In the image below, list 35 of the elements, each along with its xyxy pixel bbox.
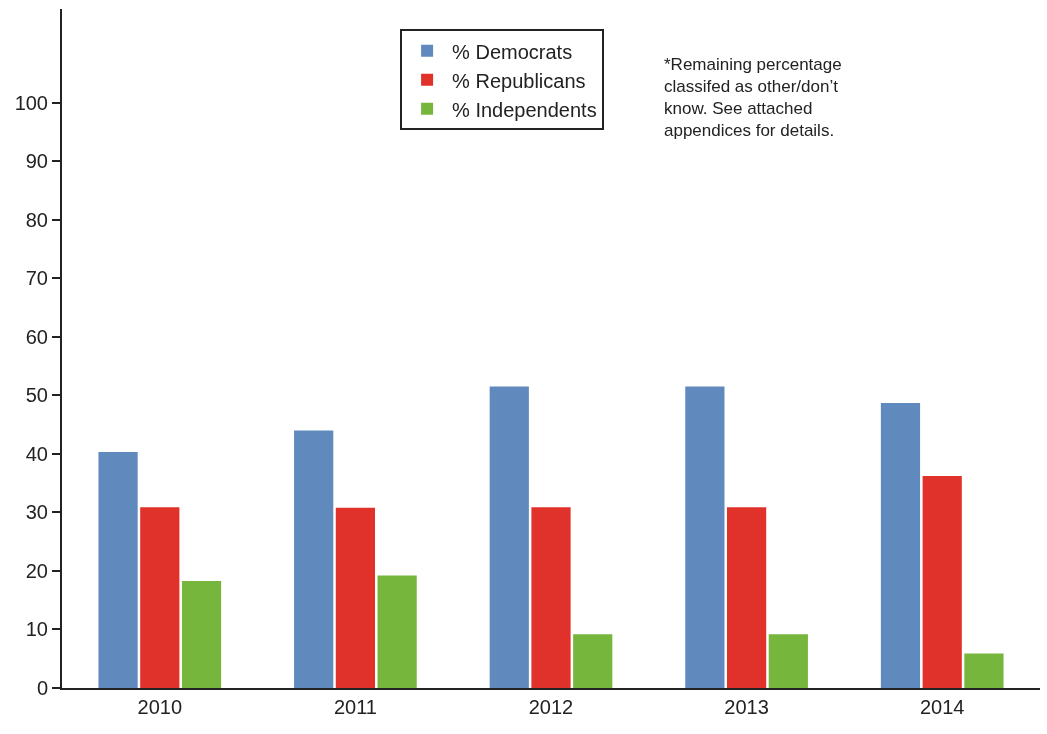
bar xyxy=(489,386,529,688)
legend-label: % Democrats xyxy=(452,40,573,63)
bar xyxy=(531,507,571,688)
y-tick-label: 20 xyxy=(25,559,48,582)
bar xyxy=(98,452,138,688)
bar xyxy=(140,507,180,688)
x-tick-label: 2010 xyxy=(137,696,183,718)
bar xyxy=(922,476,962,688)
y-tick-label: 90 xyxy=(25,150,48,173)
legend-label: % Republicans xyxy=(452,69,586,92)
y-tick-label: 0 xyxy=(36,677,48,699)
bar xyxy=(880,402,921,688)
bar xyxy=(181,580,222,688)
bar xyxy=(335,507,376,688)
y-tick-label: 40 xyxy=(25,442,48,465)
y-tick-label: 50 xyxy=(25,384,48,407)
y-tick-label: 10 xyxy=(25,618,48,641)
bar xyxy=(768,634,808,688)
bar xyxy=(964,653,1004,688)
x-tick-label: 2011 xyxy=(333,696,377,718)
bar xyxy=(377,575,417,688)
x-tick-label: 2012 xyxy=(528,696,574,718)
y-tick-label: 70 xyxy=(25,267,48,290)
legend-label: % Independents xyxy=(452,98,597,121)
x-tick-label: 2013 xyxy=(724,696,769,718)
x-tick-label: 2014 xyxy=(919,696,965,718)
y-tick-label: 30 xyxy=(25,501,48,524)
y-tick-label: 60 xyxy=(25,325,48,348)
annotation: *Remaining percentage classifed as other/don’t know. See attached appendices for details. xyxy=(664,55,842,141)
y-tick-label: 100 xyxy=(14,91,48,114)
y-tick-label: 80 xyxy=(25,208,48,231)
bar xyxy=(294,430,334,688)
bar xyxy=(573,634,613,688)
bar xyxy=(685,386,725,688)
bar xyxy=(726,507,767,688)
